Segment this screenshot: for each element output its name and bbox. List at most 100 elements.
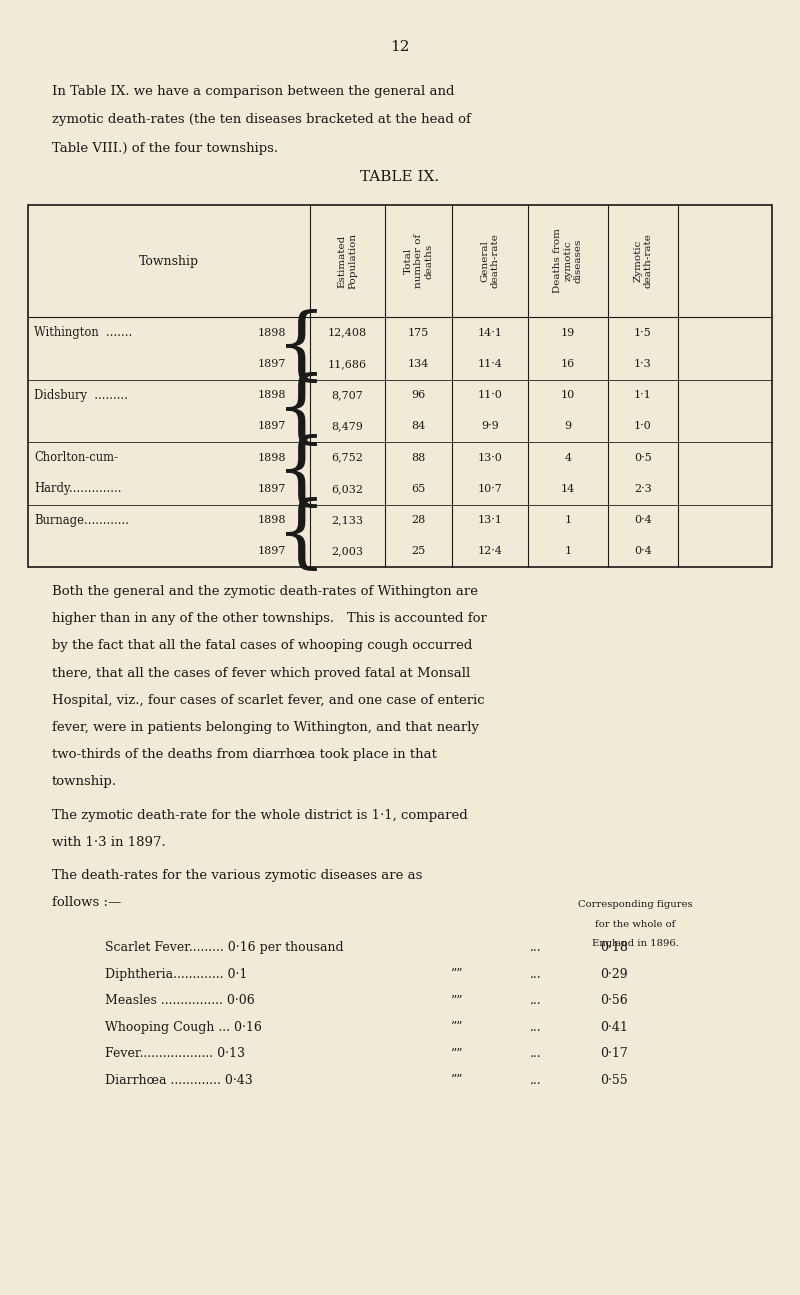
Text: 11·4: 11·4: [478, 359, 502, 369]
Text: TABLE IX.: TABLE IX.: [361, 170, 439, 184]
Text: 0·18: 0·18: [600, 941, 628, 954]
Text: 12·4: 12·4: [478, 546, 502, 557]
Text: In Table IX. we have a comparison between the general and: In Table IX. we have a comparison betwee…: [52, 85, 454, 98]
Text: fever, were in patients belonging to Withington, and that nearly: fever, were in patients belonging to Wit…: [52, 721, 479, 734]
Text: Hospital, viz., four cases of scarlet fever, and one case of enteric: Hospital, viz., four cases of scarlet fe…: [52, 694, 485, 707]
Text: 134: 134: [408, 359, 429, 369]
Text: follows :—: follows :—: [52, 896, 122, 909]
Text: 84: 84: [411, 421, 426, 431]
Text: ””: ””: [450, 967, 462, 980]
Text: ””: ””: [450, 1074, 462, 1087]
Text: England in 1896.: England in 1896.: [592, 939, 678, 948]
Text: ...: ...: [530, 995, 542, 1008]
Text: 1: 1: [565, 515, 571, 526]
Text: 0·4: 0·4: [634, 515, 652, 526]
Text: ””: ””: [450, 1048, 462, 1061]
Text: ...: ...: [530, 1048, 542, 1061]
Text: 10: 10: [561, 390, 575, 400]
Text: 1897: 1897: [258, 484, 286, 493]
Text: Deaths from
zymotic
diseases: Deaths from zymotic diseases: [553, 228, 583, 294]
Text: 0·4: 0·4: [634, 546, 652, 557]
Text: 65: 65: [411, 484, 426, 493]
Text: by the fact that all the fatal cases of whooping cough occurred: by the fact that all the fatal cases of …: [52, 640, 472, 653]
Text: ...: ...: [530, 1020, 542, 1033]
Text: 1·0: 1·0: [634, 421, 652, 431]
Text: {: {: [275, 434, 326, 513]
Text: Zymotic
death-rate: Zymotic death-rate: [634, 233, 653, 289]
Text: 25: 25: [411, 546, 426, 557]
Text: 14: 14: [561, 484, 575, 493]
Text: Burnage............: Burnage............: [34, 514, 129, 527]
Text: 2,133: 2,133: [331, 515, 363, 526]
Text: Total
number of
deaths: Total number of deaths: [403, 234, 434, 287]
Text: there, that all the cases of fever which proved fatal at Monsall: there, that all the cases of fever which…: [52, 667, 470, 680]
Text: 1898: 1898: [258, 453, 286, 462]
Text: 28: 28: [411, 515, 426, 526]
Text: Scarlet Fever......... 0·16 per thousand: Scarlet Fever......... 0·16 per thousand: [105, 941, 344, 954]
Text: 0·29: 0·29: [600, 967, 628, 980]
Text: 16: 16: [561, 359, 575, 369]
Text: 1897: 1897: [258, 359, 286, 369]
Text: 0·56: 0·56: [600, 995, 628, 1008]
Text: 1·1: 1·1: [634, 390, 652, 400]
Text: zymotic death-rates (the ten diseases bracketed at the head of: zymotic death-rates (the ten diseases br…: [52, 114, 471, 127]
Text: Estimated
Population: Estimated Population: [338, 233, 357, 289]
Text: Measles ................ 0·06: Measles ................ 0·06: [105, 995, 254, 1008]
Text: two-thirds of the deaths from diarrhœa took place in that: two-thirds of the deaths from diarrhœa t…: [52, 749, 437, 761]
Text: {: {: [275, 310, 326, 387]
Text: Didsbury  .........: Didsbury .........: [34, 388, 128, 401]
Text: 9: 9: [565, 421, 571, 431]
Text: Withington  .......: Withington .......: [34, 326, 132, 339]
Text: 1·3: 1·3: [634, 359, 652, 369]
Text: Township: Township: [139, 255, 199, 268]
Text: 88: 88: [411, 453, 426, 462]
Text: 1898: 1898: [258, 390, 286, 400]
Text: General
death-rate: General death-rate: [480, 233, 500, 289]
Text: Whooping Cough ... 0·16: Whooping Cough ... 0·16: [105, 1020, 262, 1033]
Text: ...: ...: [530, 967, 542, 980]
Text: Diarrhœa ............. 0·43: Diarrhœa ............. 0·43: [105, 1074, 253, 1087]
Text: 1897: 1897: [258, 421, 286, 431]
Text: 13·1: 13·1: [478, 515, 502, 526]
Text: The zymotic death-rate for the whole district is 1·1, compared: The zymotic death-rate for the whole dis…: [52, 808, 468, 821]
Text: with 1·3 in 1897.: with 1·3 in 1897.: [52, 835, 166, 848]
Text: ...: ...: [530, 1074, 542, 1087]
Text: 96: 96: [411, 390, 426, 400]
Text: ...: ...: [530, 941, 542, 954]
Text: for the whole of: for the whole of: [595, 919, 675, 929]
Text: Diphtheria............. 0·1: Diphtheria............. 0·1: [105, 967, 247, 980]
Text: Fever................... 0·13: Fever................... 0·13: [105, 1048, 245, 1061]
Text: 8,707: 8,707: [332, 390, 363, 400]
Text: Hardy..............: Hardy..............: [34, 482, 122, 496]
Text: 0·5: 0·5: [634, 453, 652, 462]
Text: 19: 19: [561, 328, 575, 338]
Bar: [28, 205, 772, 567]
Text: 0·55: 0·55: [600, 1074, 628, 1087]
Text: 4: 4: [565, 453, 571, 462]
Text: The death-rates for the various zymotic diseases are as: The death-rates for the various zymotic …: [52, 869, 422, 882]
Text: 0·17: 0·17: [600, 1048, 628, 1061]
Text: Both the general and the zymotic death-rates of Withington are: Both the general and the zymotic death-r…: [52, 585, 478, 598]
Text: 1897: 1897: [258, 546, 286, 557]
Text: 2,003: 2,003: [331, 546, 363, 557]
Text: 10·7: 10·7: [478, 484, 502, 493]
Text: 12: 12: [390, 40, 410, 54]
Text: 11·0: 11·0: [478, 390, 502, 400]
Text: 1: 1: [565, 546, 571, 557]
Text: 175: 175: [408, 328, 429, 338]
Text: 6,752: 6,752: [331, 453, 363, 462]
Text: 0·41: 0·41: [600, 1020, 628, 1033]
Text: ””: ””: [450, 1020, 462, 1033]
Text: 13·0: 13·0: [478, 453, 502, 462]
Text: {: {: [275, 372, 326, 449]
Text: 8,479: 8,479: [331, 421, 363, 431]
Text: ””: ””: [450, 995, 462, 1008]
Text: higher than in any of the other townships.   This is accounted for: higher than in any of the other township…: [52, 613, 487, 625]
Text: 2·3: 2·3: [634, 484, 652, 493]
Text: township.: township.: [52, 776, 117, 789]
Text: Chorlton-cum-: Chorlton-cum-: [34, 451, 118, 464]
Text: 1·5: 1·5: [634, 328, 652, 338]
Text: Table VIII.) of the four townships.: Table VIII.) of the four townships.: [52, 142, 278, 155]
Text: 12,408: 12,408: [328, 328, 367, 338]
Text: 14·1: 14·1: [478, 328, 502, 338]
